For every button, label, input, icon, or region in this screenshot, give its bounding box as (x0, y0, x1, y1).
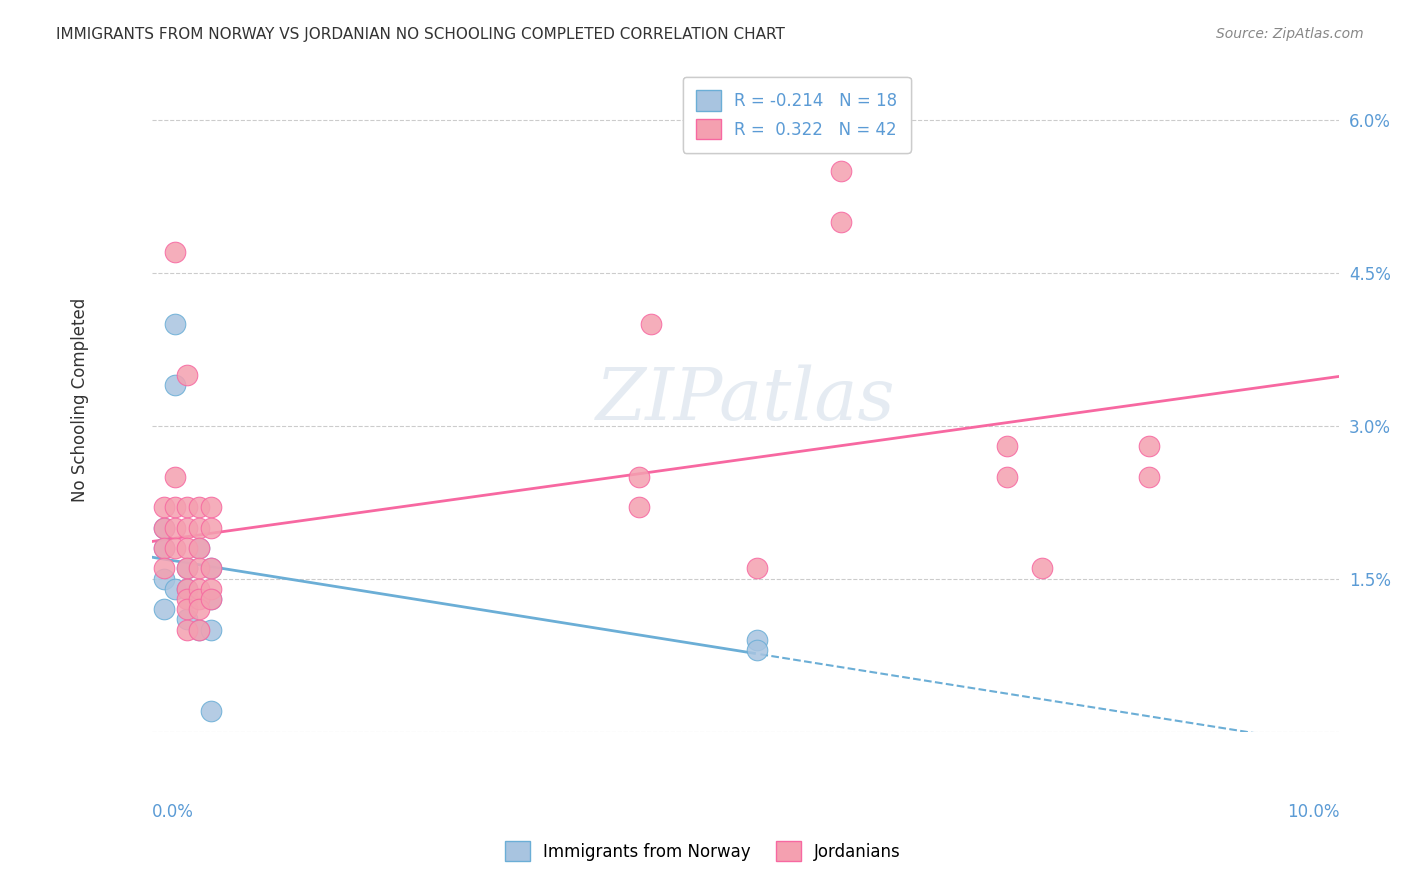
Point (152, 561, 174, 575)
Text: ZIPatlas: ZIPatlas (596, 365, 896, 435)
Point (188, 541, 211, 555)
Point (176, 520, 198, 534)
Point (176, 602, 198, 616)
Point (176, 561, 198, 575)
Point (188, 582, 211, 596)
Point (176, 591, 198, 606)
Text: 10.0%: 10.0% (1286, 803, 1340, 821)
Point (200, 623, 222, 637)
Point (1137, 469, 1160, 483)
Point (747, 561, 769, 575)
Point (152, 541, 174, 555)
Point (747, 632, 769, 647)
Point (176, 623, 198, 637)
Point (188, 561, 211, 575)
Point (176, 500, 198, 515)
Point (165, 541, 187, 555)
Point (188, 541, 211, 555)
Point (165, 469, 187, 483)
Point (1031, 561, 1053, 575)
Point (1137, 439, 1160, 453)
Point (200, 591, 222, 606)
Point (165, 500, 187, 515)
Point (188, 500, 211, 515)
Point (188, 623, 211, 637)
Legend: Immigrants from Norway, Jordanians: Immigrants from Norway, Jordanians (492, 828, 914, 875)
Point (188, 602, 211, 616)
Point (188, 623, 211, 637)
Point (830, 163, 852, 178)
Point (165, 582, 187, 596)
Point (176, 612, 198, 626)
Point (176, 582, 198, 596)
Point (152, 572, 174, 586)
Point (165, 520, 187, 534)
Point (200, 561, 222, 575)
Point (152, 500, 174, 515)
Point (200, 520, 222, 534)
Point (165, 377, 187, 392)
Point (188, 520, 211, 534)
Point (152, 541, 174, 555)
Text: Source: ZipAtlas.com: Source: ZipAtlas.com (1216, 27, 1364, 41)
Point (200, 704, 222, 718)
Point (165, 245, 187, 260)
Point (747, 643, 769, 657)
Point (995, 439, 1018, 453)
Y-axis label: No Schooling Completed: No Schooling Completed (72, 298, 89, 502)
Point (200, 591, 222, 606)
Point (152, 520, 174, 534)
Text: 0.0%: 0.0% (152, 803, 194, 821)
Point (176, 582, 198, 596)
Legend: R = -0.214   N = 18, R =  0.322   N = 42: R = -0.214 N = 18, R = 0.322 N = 42 (682, 77, 911, 153)
Point (165, 317, 187, 331)
Point (200, 582, 222, 596)
Point (830, 214, 852, 228)
Point (200, 561, 222, 575)
Point (176, 541, 198, 555)
Point (200, 500, 222, 515)
Point (152, 520, 174, 534)
Point (176, 368, 198, 382)
Point (188, 591, 211, 606)
Point (627, 469, 650, 483)
Point (152, 602, 174, 616)
Point (627, 500, 650, 515)
Point (176, 561, 198, 575)
Point (640, 317, 662, 331)
Point (995, 469, 1018, 483)
Text: IMMIGRANTS FROM NORWAY VS JORDANIAN NO SCHOOLING COMPLETED CORRELATION CHART: IMMIGRANTS FROM NORWAY VS JORDANIAN NO S… (56, 27, 785, 42)
